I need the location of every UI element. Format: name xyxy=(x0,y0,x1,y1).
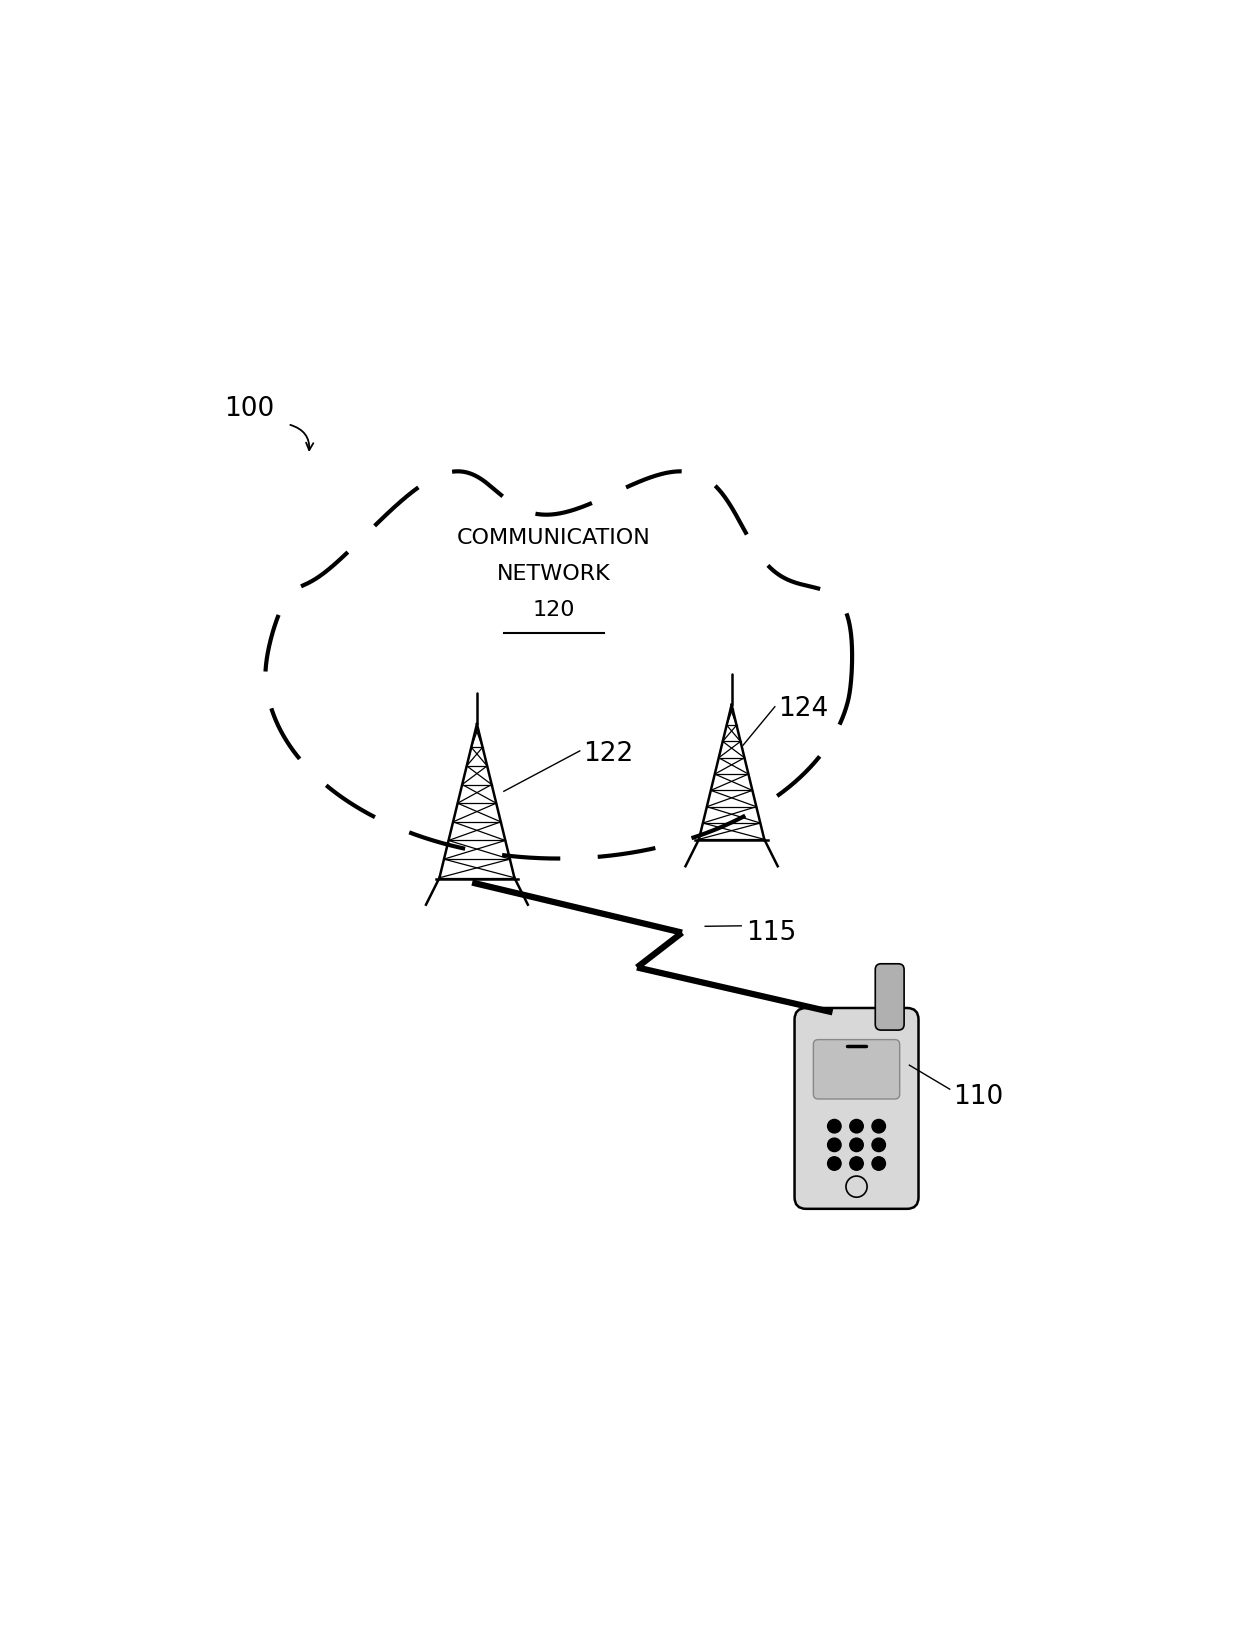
FancyBboxPatch shape xyxy=(795,1009,919,1209)
FancyArrowPatch shape xyxy=(290,426,314,450)
Circle shape xyxy=(827,1139,841,1152)
Circle shape xyxy=(849,1119,863,1134)
Circle shape xyxy=(827,1157,841,1170)
Text: 122: 122 xyxy=(583,741,632,767)
Circle shape xyxy=(872,1139,885,1152)
Circle shape xyxy=(849,1139,863,1152)
Circle shape xyxy=(849,1157,863,1170)
FancyBboxPatch shape xyxy=(813,1040,900,1099)
Circle shape xyxy=(872,1119,885,1134)
Text: 120: 120 xyxy=(532,600,575,621)
Text: 110: 110 xyxy=(952,1084,1003,1109)
Text: 115: 115 xyxy=(746,920,796,946)
Circle shape xyxy=(827,1119,841,1134)
Text: NETWORK: NETWORK xyxy=(497,564,610,583)
Text: 100: 100 xyxy=(224,396,274,422)
Circle shape xyxy=(872,1157,885,1170)
FancyBboxPatch shape xyxy=(875,964,904,1030)
Text: 124: 124 xyxy=(777,697,828,723)
Text: COMMUNICATION: COMMUNICATION xyxy=(458,529,651,549)
